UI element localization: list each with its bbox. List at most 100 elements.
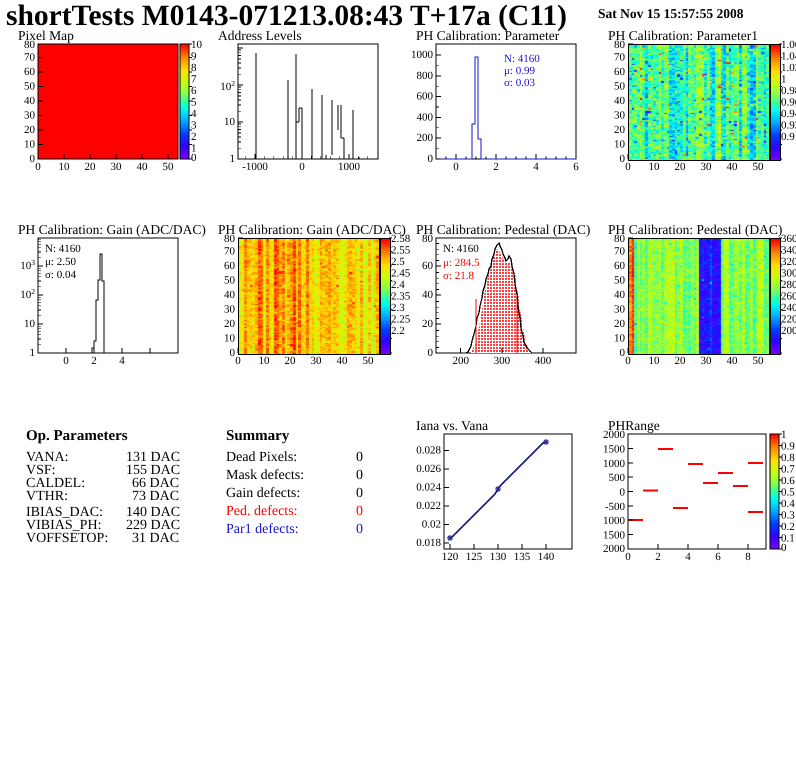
svg-text:80: 80 xyxy=(24,39,36,51)
svg-text:0: 0 xyxy=(620,153,626,165)
svg-text:30: 30 xyxy=(701,161,713,173)
svg-text:1000: 1000 xyxy=(338,161,361,173)
svg-text:N: 4160: N: 4160 xyxy=(45,243,81,255)
svg-text:135: 135 xyxy=(514,551,531,563)
svg-text:280: 280 xyxy=(781,279,796,291)
svg-text:10: 10 xyxy=(649,355,661,367)
svg-text:300: 300 xyxy=(781,268,796,280)
svg-text:50: 50 xyxy=(753,161,765,173)
svg-text:20: 20 xyxy=(85,161,97,173)
svg-text:5: 5 xyxy=(191,97,197,109)
svg-text:50: 50 xyxy=(163,161,175,173)
svg-text:70: 70 xyxy=(614,52,626,64)
svg-text:4: 4 xyxy=(191,108,197,120)
svg-text:0.9: 0.9 xyxy=(781,441,795,453)
svg-text:40: 40 xyxy=(614,289,626,301)
svg-text:120: 120 xyxy=(442,551,459,563)
svg-text:N: 4160: N: 4160 xyxy=(504,53,540,65)
svg-text:0.98: 0.98 xyxy=(781,85,796,97)
svg-text:1: 1 xyxy=(781,74,787,86)
svg-text:0.028: 0.028 xyxy=(416,445,441,457)
svg-text:0.026: 0.026 xyxy=(416,463,441,475)
svg-text:1: 1 xyxy=(30,347,36,359)
svg-text:30: 30 xyxy=(111,161,123,173)
svg-text:6: 6 xyxy=(715,551,721,563)
svg-text:0: 0 xyxy=(428,153,434,165)
svg-text:0.018: 0.018 xyxy=(416,537,441,549)
svg-text:60: 60 xyxy=(224,260,236,272)
svg-text:50: 50 xyxy=(614,275,626,287)
svg-text:2: 2 xyxy=(655,551,661,563)
svg-text:4: 4 xyxy=(119,355,125,367)
svg-text:9: 9 xyxy=(191,51,197,63)
svg-text:1000: 1000 xyxy=(603,515,626,527)
svg-text:130: 130 xyxy=(490,551,507,563)
svg-text:20: 20 xyxy=(422,318,434,330)
svg-text:0: 0 xyxy=(63,355,69,367)
svg-text:1.06: 1.06 xyxy=(781,39,796,51)
svg-text:N: 4160: N: 4160 xyxy=(443,243,479,255)
svg-text:30: 30 xyxy=(224,304,236,316)
svg-text:320: 320 xyxy=(781,256,796,268)
svg-text:0.92: 0.92 xyxy=(781,120,796,132)
svg-text:40: 40 xyxy=(224,289,236,301)
svg-text:50: 50 xyxy=(224,275,236,287)
svg-text:2: 2 xyxy=(493,161,499,173)
svg-text:0: 0 xyxy=(625,551,631,563)
svg-text:200: 200 xyxy=(781,325,796,337)
svg-text:0: 0 xyxy=(781,542,787,554)
svg-text:70: 70 xyxy=(614,246,626,258)
svg-text:10: 10 xyxy=(614,139,626,151)
svg-text:2.5: 2.5 xyxy=(391,256,405,268)
svg-text:360: 360 xyxy=(781,233,796,245)
svg-text:0.6: 0.6 xyxy=(781,475,795,487)
svg-text:40: 40 xyxy=(422,289,434,301)
svg-text:30: 30 xyxy=(701,355,713,367)
svg-text:10: 10 xyxy=(191,39,203,51)
svg-text:0: 0 xyxy=(230,347,236,359)
svg-text:σ: 0.04: σ: 0.04 xyxy=(45,269,76,281)
svg-text:1.04: 1.04 xyxy=(781,51,796,63)
svg-text:0.2: 0.2 xyxy=(781,521,795,533)
svg-text:0.4: 0.4 xyxy=(781,498,795,510)
svg-text:6: 6 xyxy=(191,85,197,97)
svg-text:3: 3 xyxy=(191,120,197,132)
svg-text:10: 10 xyxy=(224,333,236,345)
svg-text:1000: 1000 xyxy=(603,458,626,470)
svg-text:2: 2 xyxy=(91,355,97,367)
svg-text:0.96: 0.96 xyxy=(781,97,796,109)
svg-text:20: 20 xyxy=(224,318,236,330)
svg-text:200: 200 xyxy=(452,355,469,367)
svg-text:40: 40 xyxy=(337,355,349,367)
svg-text:30: 30 xyxy=(24,110,36,122)
svg-text:-500: -500 xyxy=(605,501,626,513)
svg-text:400: 400 xyxy=(417,111,434,123)
svg-text:0: 0 xyxy=(453,161,459,173)
svg-text:7: 7 xyxy=(191,74,197,86)
svg-text:20: 20 xyxy=(614,318,626,330)
svg-text:20: 20 xyxy=(285,355,297,367)
svg-text:-1000: -1000 xyxy=(242,161,268,173)
svg-text:20: 20 xyxy=(614,124,626,136)
svg-text:0.5: 0.5 xyxy=(781,487,795,499)
svg-text:4: 4 xyxy=(533,161,539,173)
svg-text:20: 20 xyxy=(675,161,687,173)
svg-text:4: 4 xyxy=(685,551,691,563)
svg-text:50: 50 xyxy=(24,81,36,93)
svg-text:0: 0 xyxy=(235,355,241,367)
svg-text:0.3: 0.3 xyxy=(781,510,795,522)
svg-text:20: 20 xyxy=(24,124,36,136)
svg-text:60: 60 xyxy=(24,66,36,78)
svg-text:0: 0 xyxy=(625,355,631,367)
svg-text:σ: 0.03: σ: 0.03 xyxy=(504,77,535,89)
svg-text:10: 10 xyxy=(259,355,271,367)
svg-text:8: 8 xyxy=(745,551,751,563)
svg-text:10: 10 xyxy=(614,333,626,345)
svg-text:340: 340 xyxy=(781,245,796,257)
svg-text:10: 10 xyxy=(649,161,661,173)
svg-text:30: 30 xyxy=(614,110,626,122)
svg-text:40: 40 xyxy=(727,355,739,367)
svg-text:140: 140 xyxy=(538,551,555,563)
svg-text:μ: 284.5: μ: 284.5 xyxy=(443,257,480,269)
svg-text:2000: 2000 xyxy=(603,543,626,555)
